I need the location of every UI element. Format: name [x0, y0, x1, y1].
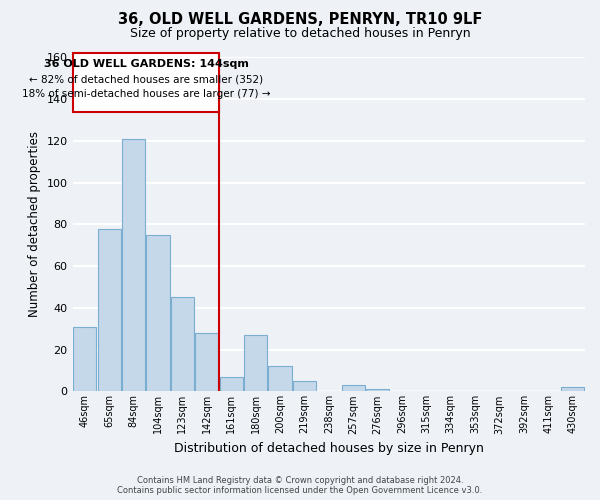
Bar — [561, 387, 584, 392]
Bar — [220, 377, 243, 392]
Text: Size of property relative to detached houses in Penryn: Size of property relative to detached ho… — [130, 28, 470, 40]
Bar — [293, 381, 316, 392]
FancyBboxPatch shape — [73, 53, 219, 112]
Bar — [73, 326, 97, 392]
Bar — [122, 138, 145, 392]
Text: 18% of semi-detached houses are larger (77) →: 18% of semi-detached houses are larger (… — [22, 88, 270, 99]
Bar — [171, 298, 194, 392]
Bar — [98, 228, 121, 392]
Bar — [146, 235, 170, 392]
Text: 36 OLD WELL GARDENS: 144sqm: 36 OLD WELL GARDENS: 144sqm — [44, 60, 248, 70]
X-axis label: Distribution of detached houses by size in Penryn: Distribution of detached houses by size … — [174, 442, 484, 455]
Bar — [244, 335, 267, 392]
Y-axis label: Number of detached properties: Number of detached properties — [28, 132, 41, 318]
Bar — [366, 390, 389, 392]
Text: 36, OLD WELL GARDENS, PENRYN, TR10 9LF: 36, OLD WELL GARDENS, PENRYN, TR10 9LF — [118, 12, 482, 28]
Text: Contains HM Land Registry data © Crown copyright and database right 2024.
Contai: Contains HM Land Registry data © Crown c… — [118, 476, 482, 495]
Bar — [268, 366, 292, 392]
Text: ← 82% of detached houses are smaller (352): ← 82% of detached houses are smaller (35… — [29, 74, 263, 84]
Bar — [195, 333, 218, 392]
Bar — [341, 385, 365, 392]
